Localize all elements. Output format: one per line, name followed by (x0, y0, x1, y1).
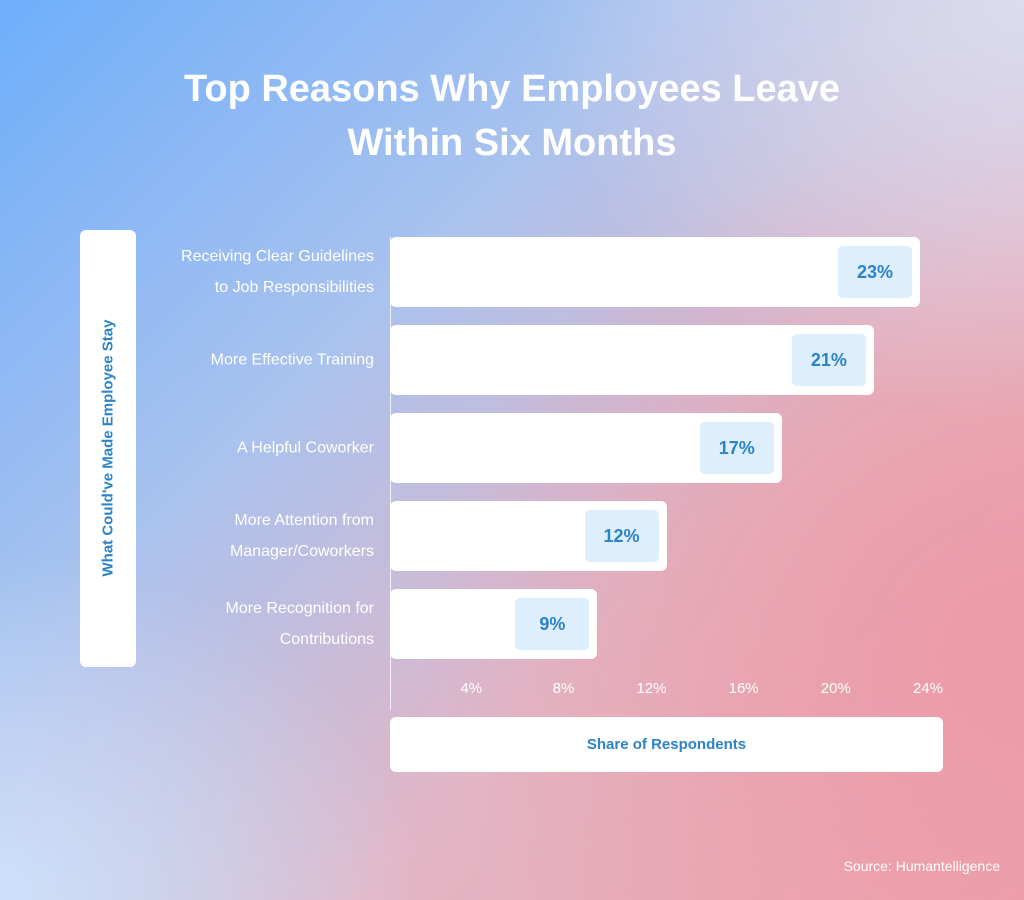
value-label: 17% (699, 422, 774, 474)
y-axis-label-box (80, 230, 136, 667)
x-axis-label: Share of Respondents (390, 717, 943, 772)
category-label: Receiving Clear Guidelines to Job Respon… (181, 248, 374, 296)
chart-title: Top Reasons Why Employees Leave Within S… (183, 68, 841, 164)
x-tick-label: 12% (636, 680, 667, 697)
value-label: 21% (791, 334, 866, 386)
value-label: 23% (837, 246, 912, 298)
value-label: 9% (515, 598, 590, 650)
source-note: Source: Humantelligence (843, 858, 1000, 874)
x-tick-label: 24% (912, 680, 943, 697)
x-tick-label: 16% (728, 680, 759, 697)
category-label: More Recognition for Contributions (225, 600, 374, 648)
category-label: More Attention from Manager/Coworkers (229, 512, 374, 560)
category-label: More Effective Training (210, 351, 374, 369)
x-tick-label: 8% (552, 680, 575, 697)
x-tick-label: 20% (820, 680, 851, 697)
value-label: 12% (584, 510, 659, 562)
bar (390, 237, 920, 307)
x-tick-label: 4% (460, 680, 483, 697)
category-label: A Helpful Coworker (237, 439, 374, 457)
